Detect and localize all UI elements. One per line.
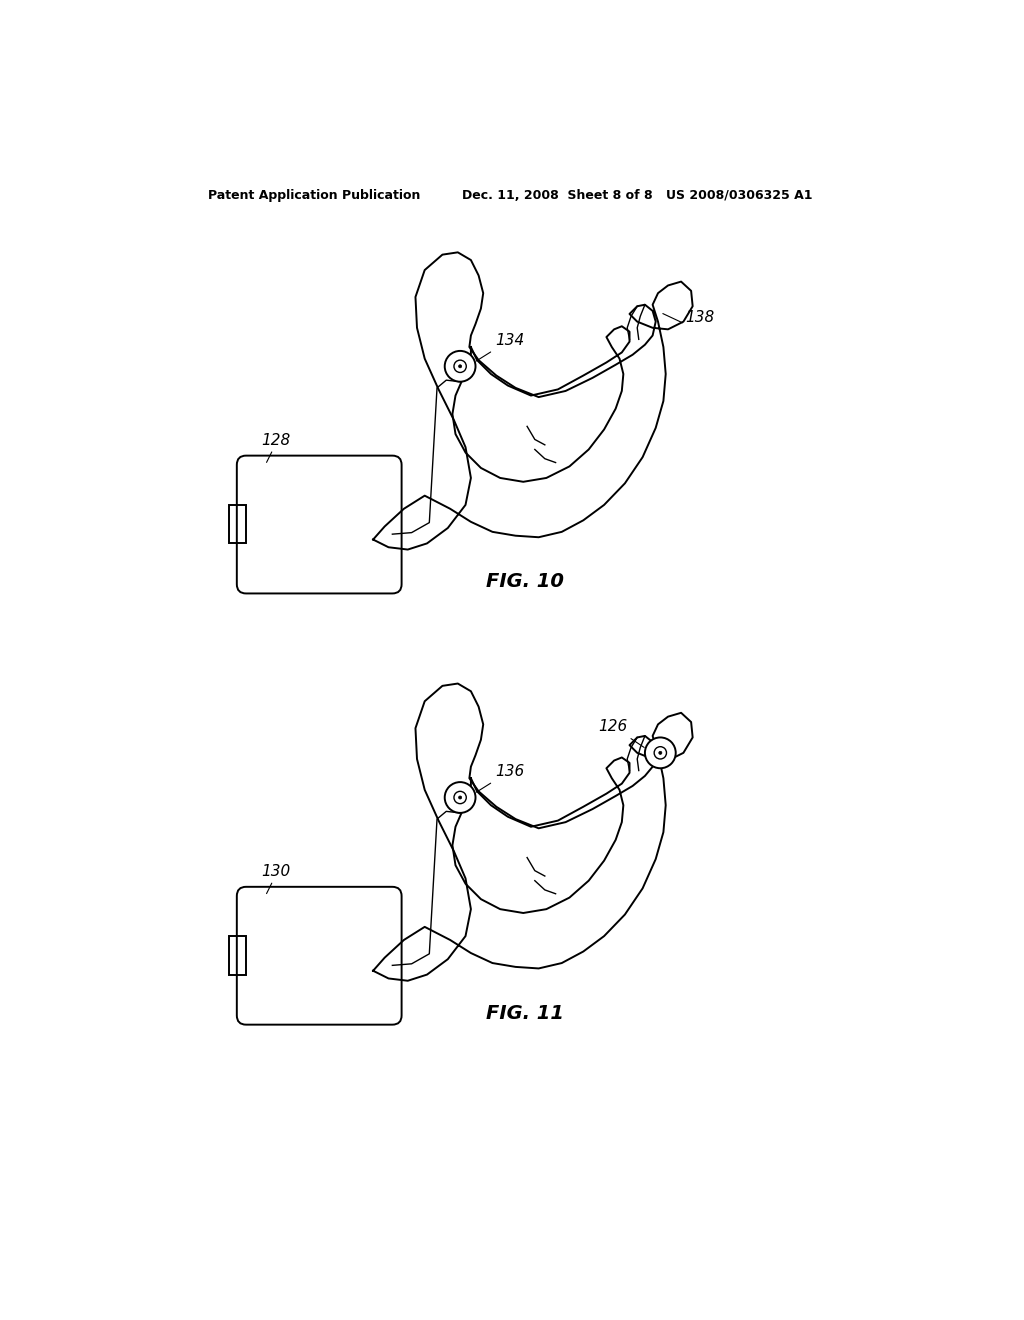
Text: 134: 134 <box>476 333 524 360</box>
Circle shape <box>459 364 462 368</box>
Circle shape <box>444 351 475 381</box>
Bar <box>229 506 246 544</box>
Circle shape <box>645 738 676 768</box>
Circle shape <box>459 796 462 799</box>
Circle shape <box>654 747 667 759</box>
Text: 136: 136 <box>476 764 524 792</box>
Text: 126: 126 <box>599 719 644 747</box>
Circle shape <box>658 751 662 755</box>
Text: 128: 128 <box>261 433 291 447</box>
Text: FIG. 10: FIG. 10 <box>485 573 564 591</box>
Text: 130: 130 <box>261 865 291 879</box>
Circle shape <box>454 792 466 804</box>
Text: FIG. 11: FIG. 11 <box>485 1003 564 1023</box>
Text: Patent Application Publication: Patent Application Publication <box>208 189 420 202</box>
Bar <box>229 936 246 974</box>
Circle shape <box>444 781 475 813</box>
Text: US 2008/0306325 A1: US 2008/0306325 A1 <box>666 189 812 202</box>
Circle shape <box>454 360 466 372</box>
Text: Dec. 11, 2008  Sheet 8 of 8: Dec. 11, 2008 Sheet 8 of 8 <box>462 189 652 202</box>
Text: 138: 138 <box>685 310 714 325</box>
